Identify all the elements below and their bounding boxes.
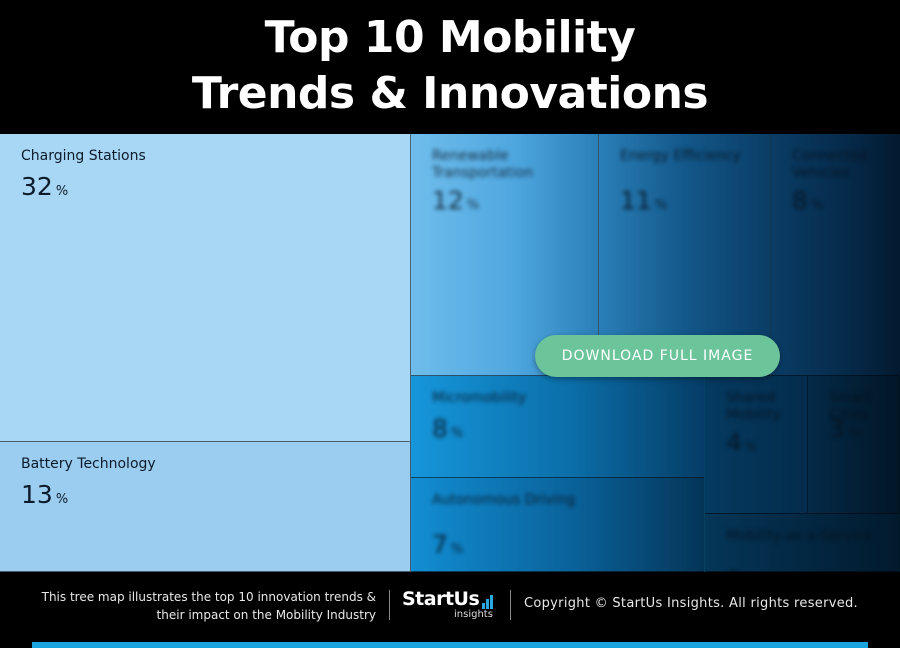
treemap-cell-battery-technology: Battery Technology 13% — [0, 442, 411, 572]
treemap-cell-value: 8% — [432, 414, 464, 443]
footer: This tree map illustrates the top 10 inn… — [0, 572, 900, 648]
treemap-cell-value: 13% — [21, 480, 69, 509]
treemap-cell-value: 3% — [829, 414, 861, 443]
treemap-cell-micromobility: Micromobility 8% — [411, 376, 705, 478]
footer-description-line-1: This tree map illustrates the top 10 inn… — [41, 590, 376, 604]
treemap-cell-label: Mobility-as-a-Service — [726, 528, 873, 544]
treemap-cell-label: Charging Stations — [21, 148, 146, 164]
treemap-cell-label: Battery Technology — [21, 456, 156, 472]
bar-chart-icon — [482, 590, 494, 609]
treemap-cell-value: 4% — [726, 428, 758, 457]
footer-separator — [510, 590, 511, 620]
treemap-cell-label: Micromobility — [432, 390, 527, 406]
copyright-text: Copyright © StartUs Insights. All rights… — [524, 596, 858, 611]
footer-description-line-2: their impact on the Mobility Industry — [156, 608, 376, 622]
treemap-cell-autonomous-driving: Autonomous Driving 7% — [411, 478, 705, 572]
treemap-cell-charging-stations: Charging Stations 32% — [0, 134, 411, 442]
footer-accent-bar — [32, 642, 868, 648]
logo-sub: insights — [454, 609, 493, 620]
treemap-cell-connected-vehicles: Connected Vehicles 8% — [771, 134, 900, 376]
startus-insights-logo[interactable]: StartUs insights — [402, 588, 502, 620]
page-title: Top 10 Mobility Trends & Innovations — [0, 10, 900, 122]
treemap-cell-value: 32% — [21, 172, 69, 201]
title-line-1: Top 10 Mobility — [264, 12, 636, 63]
treemap-cell-shared-mobility: Shared Mobility 4% — [705, 376, 808, 514]
treemap-cell-value: 8% — [792, 186, 824, 215]
treemap-cell-label: Energy Efficiency — [620, 148, 741, 164]
download-full-image-button[interactable]: DOWNLOAD FULL IMAGE — [535, 335, 780, 377]
logo-brand: StartUs — [402, 588, 480, 610]
footer-separator — [389, 590, 390, 620]
footer-description: This tree map illustrates the top 10 inn… — [20, 588, 376, 624]
treemap-cell-value: 2% — [726, 566, 757, 572]
treemap-cell-value: 7% — [432, 530, 464, 559]
title-line-2: Trends & Innovations — [191, 68, 709, 119]
treemap-cell-label: Autonomous Driving — [432, 492, 576, 508]
treemap-cell-label: Renewable Transportation — [432, 148, 534, 181]
treemap-cell-mobility-as-a-service: Mobility-as-a-Service 2% — [705, 514, 900, 572]
treemap-cell-label: Connected Vehicles — [792, 148, 868, 181]
treemap-cell-label: Shared Mobility — [726, 390, 781, 423]
treemap-cell-value: 11% — [620, 186, 668, 215]
treemap-cell-label: Smart Cities — [829, 390, 872, 423]
treemap-cell-value: 12% — [432, 186, 480, 215]
treemap-cell-smart-cities: Smart Cities 3% — [808, 376, 900, 514]
